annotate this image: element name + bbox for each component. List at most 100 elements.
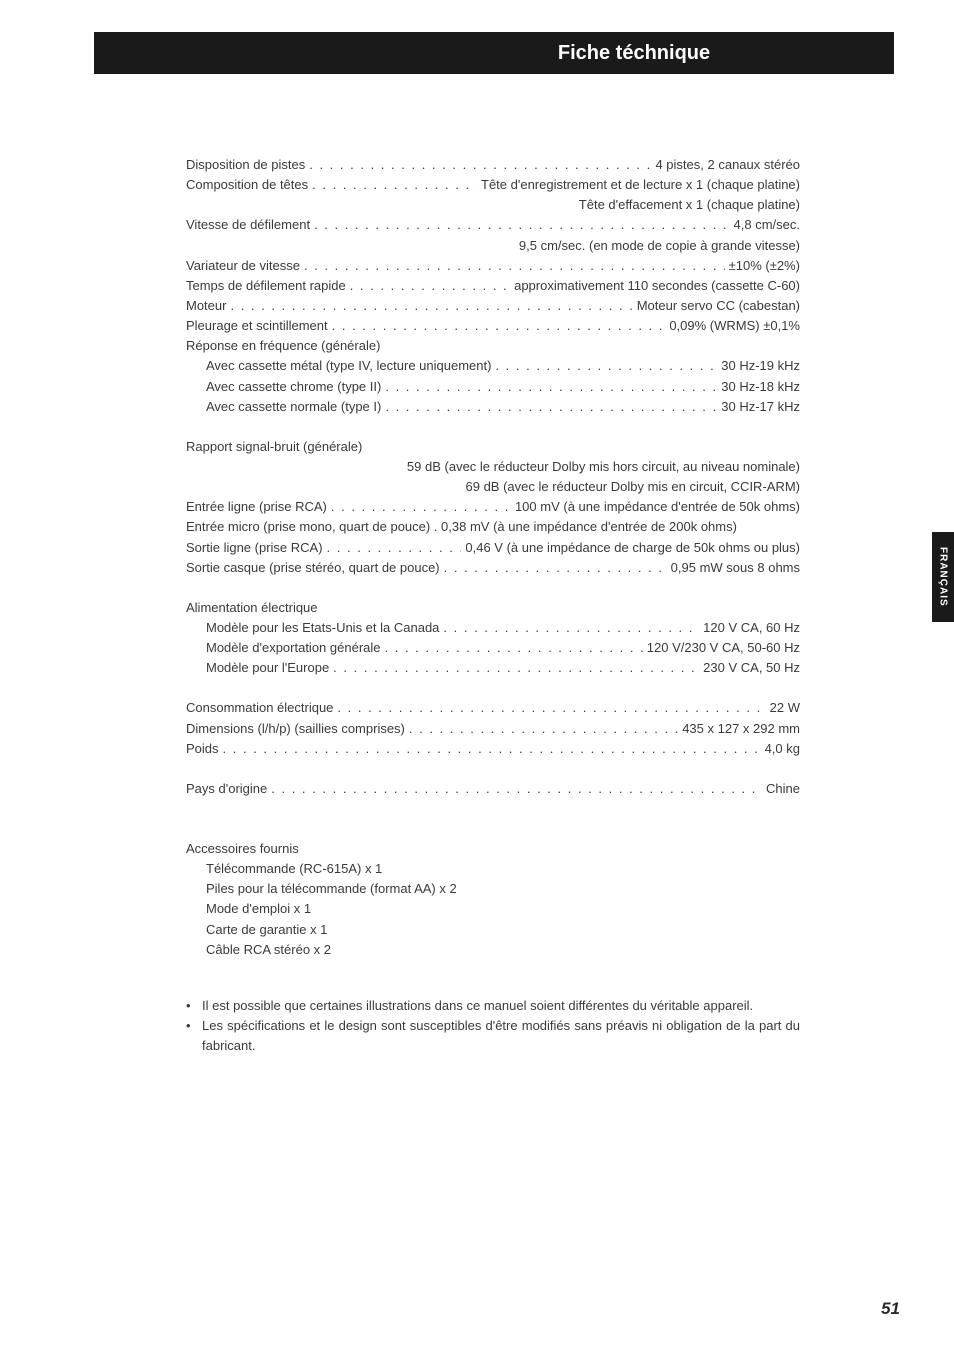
spec-value: 0,46 V (à une impédance de charge de 50k… (465, 538, 800, 558)
spec-row: Dimensions (l/h/p) (saillies comprises) … (186, 719, 800, 739)
spec-value: ±10% (±2%) (729, 256, 800, 276)
dot-leader: . . . . . . . . . . . . . . . . . . . . … (304, 256, 725, 276)
spec-value: approximativement 110 secondes (cassette… (514, 276, 800, 296)
spec-label: Moteur (186, 296, 226, 316)
spec-row: Poids . . . . . . . . . . . . . . . . . … (186, 739, 800, 759)
spec-value: 4,8 cm/sec. (734, 215, 800, 235)
page-title: Fiche téchnique (558, 42, 710, 65)
spec-label: Consommation électrique (186, 698, 333, 718)
bullet-icon: • (186, 996, 202, 1016)
spec-label: Avec cassette métal (type IV, lecture un… (206, 356, 491, 376)
dot-leader: . . . . . . . . . . . . . . . . . . . . … (230, 296, 632, 316)
dot-leader: . . . . . . . . . . . . . . . . . . . . … (385, 397, 717, 417)
page-header: Fiche téchnique (94, 32, 894, 74)
spec-value: 30 Hz-18 kHz (721, 377, 800, 397)
spec-list: Disposition de pistes . . . . . . . . . … (186, 155, 800, 799)
spec-row: Composition de têtes . . . . . . . . . .… (186, 175, 800, 195)
spec-row: Entrée ligne (prise RCA) . . . . . . . .… (186, 497, 800, 517)
language-tab: FRANÇAIS (932, 532, 954, 622)
spec-value: 435 x 127 x 292 mm (682, 719, 800, 739)
spec-row: Modèle d'exportation générale . . . . . … (186, 638, 800, 658)
header-title-block: Fiche téchnique (374, 32, 894, 74)
dot-leader: . . . . . . . . . . . . . . . . . . . . … (223, 739, 761, 759)
spec-row: Disposition de pistes . . . . . . . . . … (186, 155, 800, 175)
spec-value: 230 V CA, 50 Hz (703, 658, 800, 678)
spec-label: Modèle pour les Etats-Unis et la Canada (206, 618, 439, 638)
accessory-item: Piles pour la télécommande (format AA) x… (206, 879, 800, 899)
dot-leader: . . . . . . . . . . . . . . . . . . . . … (314, 215, 729, 235)
spec-label: Dimensions (l/h/p) (saillies comprises) (186, 719, 405, 739)
spec-row: Modèle pour l'Europe . . . . . . . . . .… (186, 658, 800, 678)
spec-label: Avec cassette chrome (type II) (206, 377, 381, 397)
spec-row: Temps de défilement rapide . . . . . . .… (186, 276, 800, 296)
spec-row: Modèle pour les Etats-Unis et la Canada … (186, 618, 800, 638)
accessory-item: Mode d'emploi x 1 (206, 899, 800, 919)
accessories-heading: Accessoires fournis (186, 839, 800, 859)
spec-label: Modèle pour l'Europe (206, 658, 329, 678)
spec-label: Composition de têtes (186, 175, 308, 195)
dot-leader: . . . . . . . . . . . . . . . . . . . . … (443, 618, 699, 638)
spec-row: 69 dB (avec le réducteur Dolby mis en ci… (186, 477, 800, 497)
dot-leader: . . . . . . . . . . . . . . . . . . . . … (444, 558, 667, 578)
header-left-block (94, 32, 374, 74)
spec-row: Consommation électrique . . . . . . . . … (186, 698, 800, 718)
dot-leader: . . . . . . . . . . . . . . . . . . . . … (312, 175, 477, 195)
spec-value: 30 Hz-19 kHz (721, 356, 800, 376)
note-item: •Il est possible que certaines illustrat… (186, 996, 800, 1016)
spec-value: 120 V/230 V CA, 50-60 Hz (647, 638, 800, 658)
dot-leader: . . . . . . . . . . . . . . . . . . . . … (495, 356, 717, 376)
spec-value: 0,95 mW sous 8 ohms (671, 558, 800, 578)
accessory-item: Câble RCA stéréo x 2 (206, 940, 800, 960)
spec-row: Vitesse de défilement . . . . . . . . . … (186, 215, 800, 235)
page-number: 51 (881, 1299, 900, 1319)
bullet-icon: • (186, 1016, 202, 1056)
spec-row: Pleurage et scintillement . . . . . . . … (186, 316, 800, 336)
spec-row: Avec cassette normale (type I) . . . . .… (186, 397, 800, 417)
spec-label: Poids (186, 739, 219, 759)
spec-value: 22 W (770, 698, 800, 718)
spec-row: Moteur . . . . . . . . . . . . . . . . .… (186, 296, 800, 316)
dot-leader: . . . . . . . . . . . . . . . . . . . . … (327, 538, 462, 558)
dot-leader: . . . . . . . . . . . . . . . . . . . . … (385, 377, 717, 397)
accessories-section: Accessoires fournis Télécommande (RC-615… (186, 839, 800, 960)
spec-label: Temps de défilement rapide (186, 276, 346, 296)
note-text: Les spécifications et le design sont sus… (202, 1016, 800, 1056)
spec-value: 120 V CA, 60 Hz (703, 618, 800, 638)
spec-content: Disposition de pistes . . . . . . . . . … (186, 155, 800, 1056)
spec-label: Avec cassette normale (type I) (206, 397, 381, 417)
spec-row: Pays d'origine . . . . . . . . . . . . .… (186, 779, 800, 799)
dot-leader: . . . . . . . . . . . . . . . . . . . . … (271, 779, 762, 799)
spec-label: Pleurage et scintillement (186, 316, 328, 336)
spec-value: 0,09% (WRMS) ±0,1% (669, 316, 800, 336)
spec-value: Tête d'enregistrement et de lecture x 1 … (481, 175, 800, 195)
dot-leader: . . . . . . . . . . . . . . . . . . . . … (350, 276, 510, 296)
spec-row: Avec cassette chrome (type II) . . . . .… (186, 377, 800, 397)
dot-leader: . . . . . . . . . . . . . . . . . . . . … (385, 638, 643, 658)
accessories-list: Télécommande (RC-615A) x 1Piles pour la … (186, 859, 800, 960)
spec-row: Variateur de vitesse . . . . . . . . . .… (186, 256, 800, 276)
spec-row: 59 dB (avec le réducteur Dolby mis hors … (186, 457, 800, 477)
spec-label: Disposition de pistes (186, 155, 305, 175)
dot-leader: . . . . . . . . . . . . . . . . . . . . … (332, 316, 666, 336)
spec-label: Variateur de vitesse (186, 256, 300, 276)
dot-leader: . . . . . . . . . . . . . . . . . . . . … (333, 658, 699, 678)
accessory-item: Carte de garantie x 1 (206, 920, 800, 940)
spec-row: Sortie ligne (prise RCA) . . . . . . . .… (186, 538, 800, 558)
spec-row: Tête d'effacement x 1 (chaque platine) (186, 195, 800, 215)
accessory-item: Télécommande (RC-615A) x 1 (206, 859, 800, 879)
spec-label: Sortie casque (prise stéréo, quart de po… (186, 558, 440, 578)
spec-row: Avec cassette métal (type IV, lecture un… (186, 356, 800, 376)
notes-section: •Il est possible que certaines illustrat… (186, 996, 800, 1056)
dot-leader: . . . . . . . . . . . . . . . . . . . . … (331, 497, 511, 517)
spec-row: Sortie casque (prise stéréo, quart de po… (186, 558, 800, 578)
dot-leader: . . . . . . . . . . . . . . . . . . . . … (309, 155, 651, 175)
spec-label: Pays d'origine (186, 779, 267, 799)
spec-row: Alimentation électrique (186, 598, 800, 618)
note-text: Il est possible que certaines illustrati… (202, 996, 800, 1016)
spec-value: 4 pistes, 2 canaux stéréo (655, 155, 800, 175)
spec-row: Entrée micro (prise mono, quart de pouce… (186, 517, 800, 537)
note-item: •Les spécifications et le design sont su… (186, 1016, 800, 1056)
spec-value: Moteur servo CC (cabestan) (637, 296, 800, 316)
dot-leader: . . . . . . . . . . . . . . . . . . . . … (409, 719, 678, 739)
spec-value: 30 Hz-17 kHz (721, 397, 800, 417)
